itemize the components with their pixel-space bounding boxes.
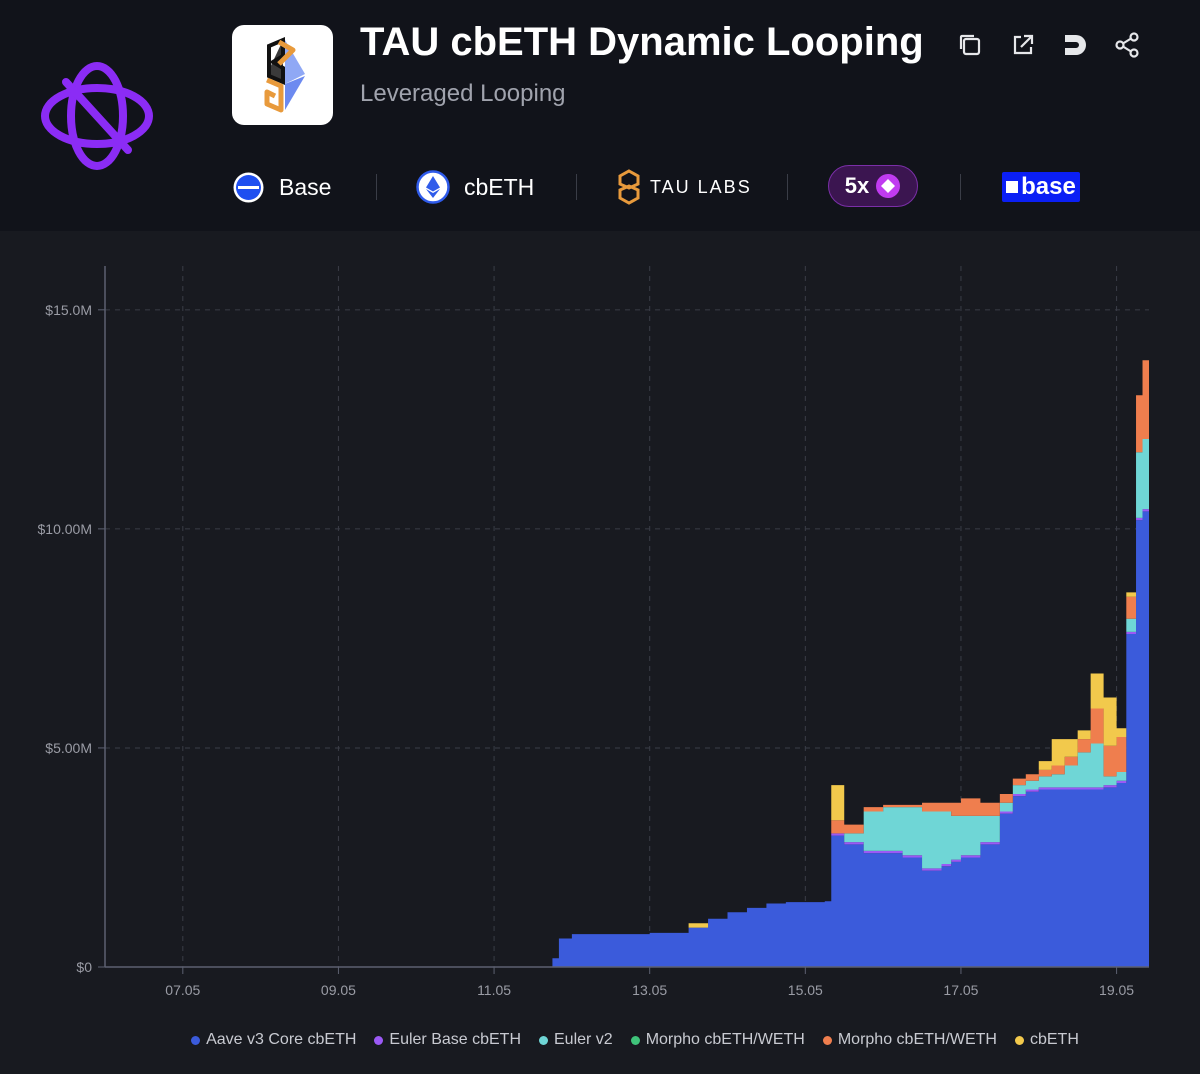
- tvl-chart: $0 $5.00M $10.00M $15.0M 07.05 09.05 11.05 13.0…: [0, 231, 1200, 1074]
- x-tick-label: 13.05: [632, 982, 667, 998]
- vault-header: TAU cbETH Dynamic Looping Leveraged Loop…: [0, 0, 1200, 231]
- y-tick-label: $5.00M: [45, 740, 92, 756]
- x-tick-label: 07.05: [165, 982, 200, 998]
- brand-logo-icon[interactable]: [38, 60, 156, 172]
- share-icon[interactable]: [1112, 30, 1142, 60]
- base-network-icon: [233, 172, 264, 202]
- base-square-icon: [1006, 181, 1019, 193]
- leverage-label: 5x: [844, 173, 870, 198]
- x-tick-label: 11.05: [477, 982, 511, 998]
- legend-dot-icon: [191, 1035, 201, 1045]
- vault-meta-row: Base cbETH TAU LABS 5x: [0, 160, 1200, 214]
- x-tick-label: 17.05: [943, 982, 978, 998]
- legend-dot-icon: [630, 1035, 640, 1045]
- leverage-gem-icon: [876, 174, 901, 198]
- legend-item[interactable]: cbETH: [1014, 1028, 1079, 1052]
- series-area-morpho-cbeth-weth-4[interactable]: [552, 333, 1149, 959]
- legend-label: Euler v2: [554, 1031, 613, 1048]
- x-tick-label: 19.05: [1099, 982, 1134, 998]
- legend-dot-icon: [1014, 1035, 1024, 1045]
- copy-icon[interactable]: [955, 30, 985, 60]
- legend-label: Aave v3 Core cbETH: [206, 1031, 357, 1048]
- tau-labs-icon: [618, 169, 640, 205]
- y-tick-label: $0: [76, 959, 92, 975]
- legend-item[interactable]: Aave v3 Core cbETH: [191, 1028, 356, 1052]
- platform-badge[interactable]: base: [1002, 172, 1080, 202]
- separator: [376, 174, 377, 200]
- tvl-stacked-area-chart[interactable]: $0 $5.00M $10.00M $15.0M 07.05 09.05 11.05 13.0…: [0, 231, 1200, 1021]
- vault-subtitle: Leveraged Looping: [360, 80, 566, 107]
- x-tick-label: 09.05: [321, 982, 356, 998]
- legend-label: cbETH: [1029, 1031, 1079, 1048]
- legend-item[interactable]: Morpho cbETH/WETH: [630, 1028, 805, 1052]
- platform-label: base: [1021, 173, 1076, 200]
- legend-label: Euler Base cbETH: [389, 1031, 521, 1048]
- x-tick-label: 15.05: [788, 982, 823, 998]
- chart-legend: Aave v3 Core cbETH Euler Base cbETH Euler …: [0, 1028, 1200, 1052]
- leverage-badge[interactable]: 5x: [828, 165, 918, 207]
- legend-item[interactable]: Morpho cbETH/WETH: [822, 1028, 997, 1052]
- legend-item[interactable]: Euler v2: [539, 1028, 613, 1052]
- curator-chip[interactable]: TAU LABS: [618, 160, 752, 214]
- network-label: Base: [279, 173, 332, 200]
- token-logo: [232, 25, 333, 125]
- separator: [787, 174, 788, 200]
- y-tick-label: $15.0M: [45, 302, 92, 318]
- asset-label: cbETH: [464, 173, 535, 200]
- external-link-icon[interactable]: [1008, 30, 1038, 60]
- chart-axes: $0 $5.00M $10.00M $15.0M 07.05 09.05 11.05 13.0…: [38, 266, 1149, 998]
- legend-label: Morpho cbETH/WETH: [837, 1031, 997, 1048]
- separator: [576, 174, 577, 200]
- legend-dot-icon: [374, 1035, 384, 1045]
- separator: [960, 174, 961, 200]
- debank-icon[interactable]: [1060, 30, 1090, 60]
- chart-areas: [552, 333, 1149, 967]
- legend-label: Morpho cbETH/WETH: [645, 1031, 805, 1048]
- cbeth-icon: [416, 170, 450, 204]
- y-tick-label: $10.00M: [38, 521, 92, 537]
- network-chip[interactable]: Base: [232, 160, 331, 214]
- series-area-aave-v3-core-cbeth-0[interactable]: [552, 511, 1149, 967]
- tau-cbeth-token-icon: [264, 36, 305, 113]
- asset-chip[interactable]: cbETH: [416, 160, 534, 214]
- vault-title: TAU cbETH Dynamic Looping: [360, 20, 924, 64]
- curator-label: TAU LABS: [650, 176, 752, 197]
- legend-item[interactable]: Euler Base cbETH: [374, 1028, 521, 1052]
- legend-dot-icon: [539, 1035, 548, 1045]
- legend-dot-icon: [822, 1035, 832, 1045]
